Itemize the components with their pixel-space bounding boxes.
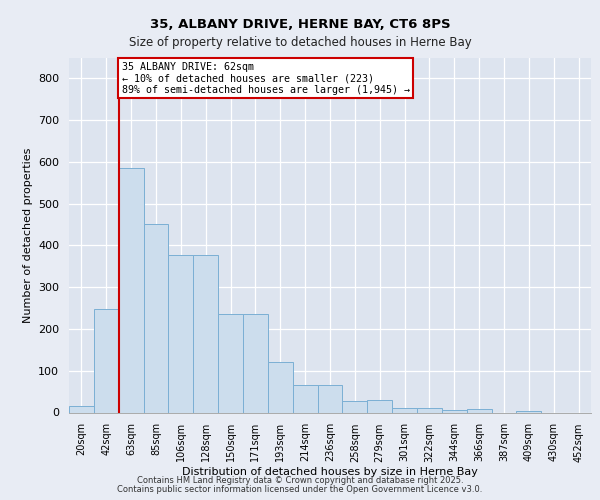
Bar — [467, 409, 491, 412]
X-axis label: Distribution of detached houses by size in Herne Bay: Distribution of detached houses by size … — [182, 467, 478, 477]
Bar — [417, 408, 442, 412]
Bar — [367, 400, 392, 412]
Bar — [69, 406, 94, 412]
Bar — [268, 362, 293, 412]
Y-axis label: Number of detached properties: Number of detached properties — [23, 148, 32, 322]
Bar — [243, 314, 268, 412]
Bar — [442, 410, 467, 412]
Bar — [119, 168, 143, 412]
Text: Contains HM Land Registry data © Crown copyright and database right 2025.: Contains HM Land Registry data © Crown c… — [137, 476, 463, 485]
Bar — [517, 411, 541, 412]
Bar — [169, 254, 193, 412]
Bar — [392, 408, 417, 412]
Bar — [143, 224, 169, 412]
Bar — [94, 310, 119, 412]
Text: Contains public sector information licensed under the Open Government Licence v3: Contains public sector information licen… — [118, 484, 482, 494]
Bar — [193, 254, 218, 412]
Text: 35 ALBANY DRIVE: 62sqm
← 10% of detached houses are smaller (223)
89% of semi-de: 35 ALBANY DRIVE: 62sqm ← 10% of detached… — [122, 62, 410, 95]
Bar — [343, 401, 367, 412]
Bar — [317, 386, 343, 412]
Bar — [293, 386, 317, 412]
Text: 35, ALBANY DRIVE, HERNE BAY, CT6 8PS: 35, ALBANY DRIVE, HERNE BAY, CT6 8PS — [149, 18, 451, 30]
Text: Size of property relative to detached houses in Herne Bay: Size of property relative to detached ho… — [128, 36, 472, 49]
Bar — [218, 314, 243, 412]
